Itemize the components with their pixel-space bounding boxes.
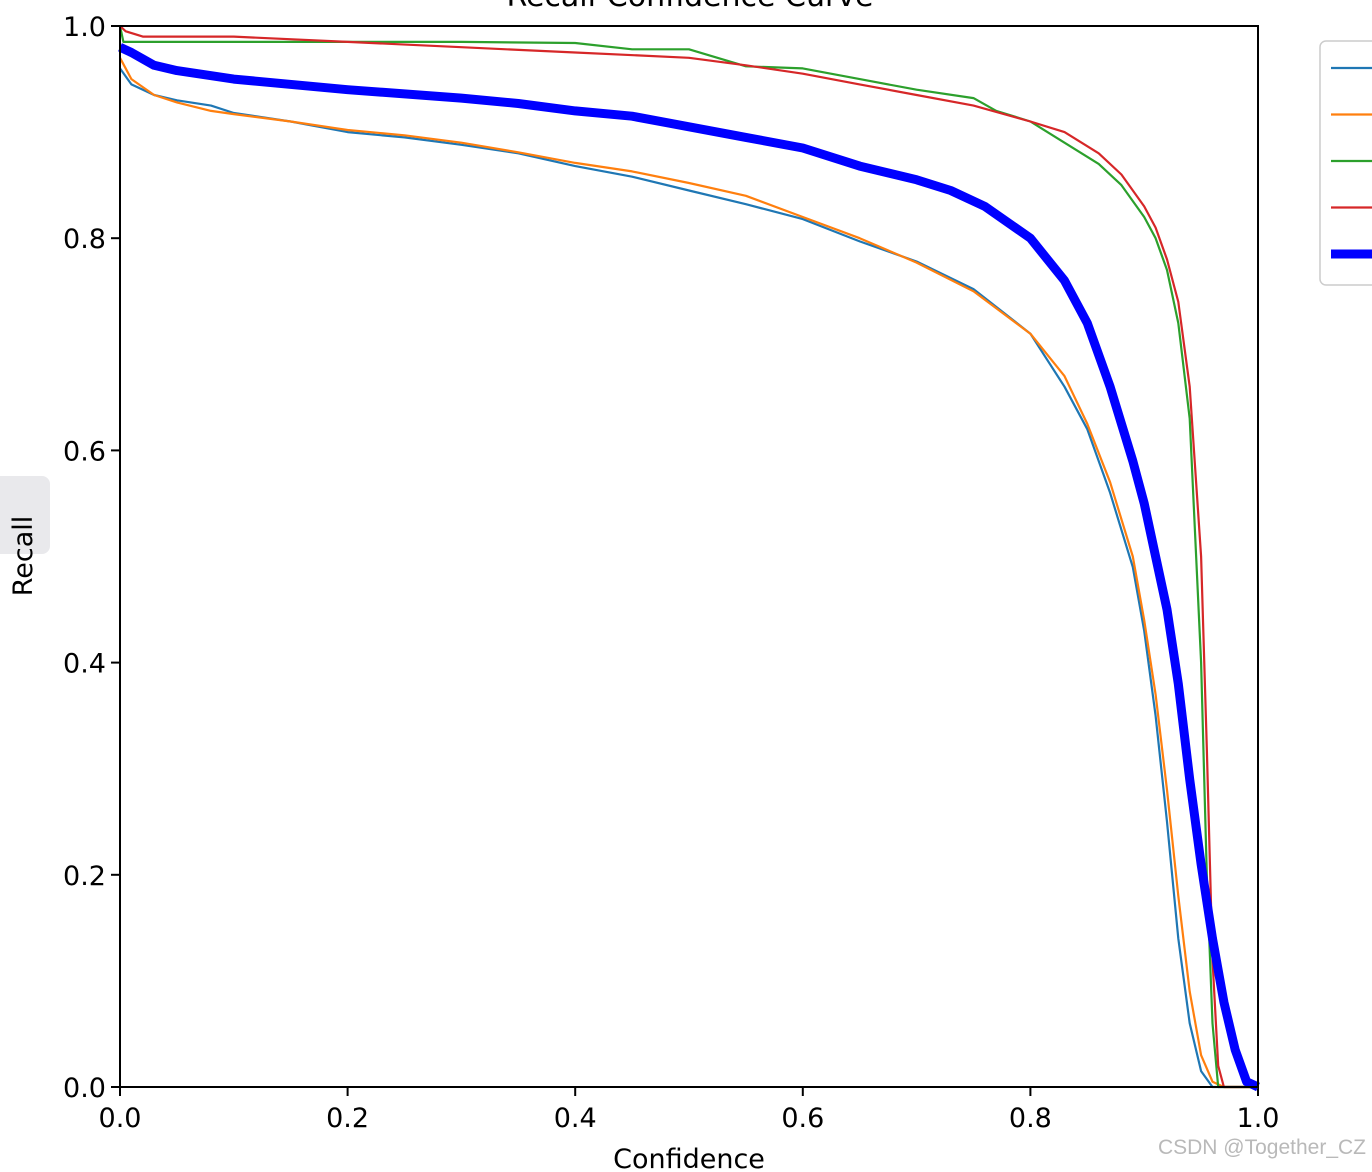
x-tick-label: 0.2 xyxy=(326,1103,369,1134)
legend xyxy=(1319,40,1372,286)
y-tick-label: 0.0 xyxy=(63,1073,106,1104)
x-tick-label: 1.0 xyxy=(1237,1103,1280,1134)
chart-title: Recall-Confidence Curve xyxy=(506,0,873,14)
y-axis-label: Recall xyxy=(8,516,39,597)
legend-box xyxy=(1319,40,1372,286)
watermark: CSDN @Together_CZ xyxy=(1157,1136,1366,1159)
side-badge xyxy=(0,476,50,554)
series-line-5 xyxy=(118,43,1260,1092)
series-line-2 xyxy=(119,57,1258,1089)
y-tick-label: 0.6 xyxy=(63,436,106,467)
y-tick-label: 0.2 xyxy=(63,861,106,892)
x-tick-label: 0.4 xyxy=(554,1103,597,1134)
axis-ticks: 0.0 0.2 0.4 0.6 0.8 1.0 0.0 0.2 0.4 0.6 0.8 1.0 xyxy=(63,12,1279,1134)
y-tick-label: 1.0 xyxy=(63,12,106,43)
y-tick-label: 0.4 xyxy=(63,649,106,680)
series-lines xyxy=(118,25,1260,1092)
series-line-3 xyxy=(118,25,1258,1089)
x-tick-label: 0.6 xyxy=(781,1103,824,1134)
y-tick-label: 0.8 xyxy=(63,224,106,255)
x-tick-label: 0.8 xyxy=(1009,1103,1052,1134)
series-line-4 xyxy=(119,25,1258,1089)
series-line-1 xyxy=(119,67,1258,1089)
x-axis-label: Confidence xyxy=(613,1144,765,1172)
plot-frame xyxy=(119,25,1259,1088)
x-tick-label: 0.0 xyxy=(99,1103,142,1134)
